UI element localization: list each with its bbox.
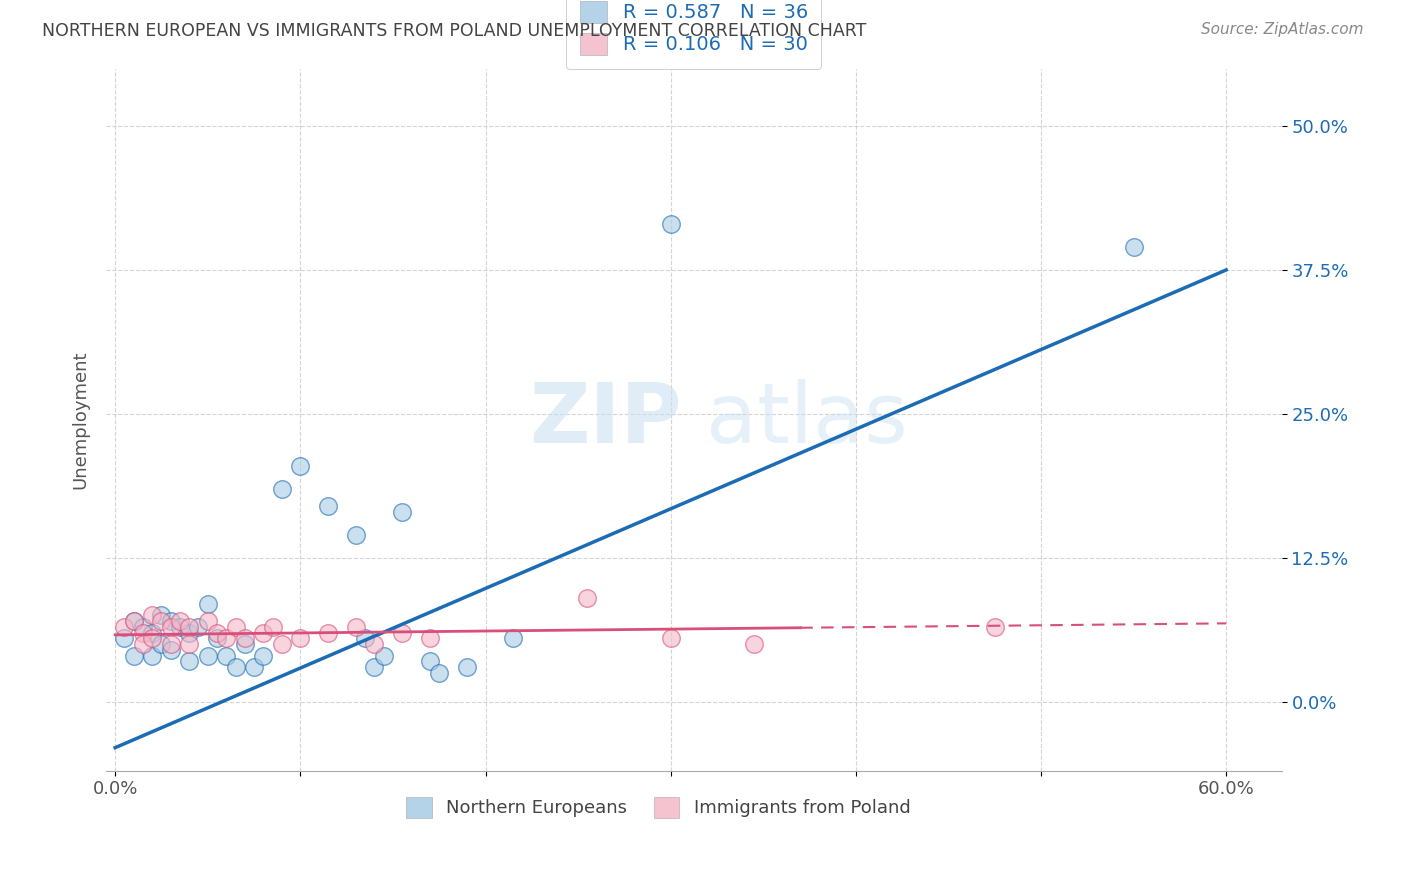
Point: [112, 632, 135, 646]
Point: [316, 499, 339, 513]
Point: [290, 458, 312, 473]
Point: [169, 620, 191, 634]
Legend: Northern Europeans, Immigrants from Poland: Northern Europeans, Immigrants from Pola…: [399, 789, 918, 825]
Point: [363, 660, 385, 674]
Point: [270, 637, 292, 651]
Point: [225, 620, 247, 634]
Point: [197, 597, 219, 611]
Text: Source: ZipAtlas.com: Source: ZipAtlas.com: [1201, 22, 1364, 37]
Point: [150, 637, 173, 651]
Point: [373, 648, 395, 663]
Point: [233, 637, 256, 651]
Point: [391, 625, 413, 640]
Point: [354, 632, 377, 646]
Point: [427, 665, 450, 680]
Point: [456, 660, 478, 674]
Point: [132, 620, 155, 634]
Point: [1122, 240, 1144, 254]
Point: [742, 637, 765, 651]
Text: atlas: atlas: [706, 379, 907, 460]
Point: [179, 637, 201, 651]
Point: [159, 614, 181, 628]
Text: NORTHERN EUROPEAN VS IMMIGRANTS FROM POLAND UNEMPLOYMENT CORRELATION CHART: NORTHERN EUROPEAN VS IMMIGRANTS FROM POL…: [42, 22, 866, 40]
Point: [576, 591, 599, 605]
Point: [983, 620, 1005, 634]
Point: [132, 625, 155, 640]
Point: [233, 632, 256, 646]
Point: [169, 614, 191, 628]
Point: [252, 648, 274, 663]
Point: [150, 614, 173, 628]
Point: [205, 632, 228, 646]
Point: [159, 637, 181, 651]
Point: [122, 614, 145, 628]
Point: [205, 625, 228, 640]
Point: [659, 217, 682, 231]
Point: [344, 620, 367, 634]
Y-axis label: Unemployment: Unemployment: [72, 351, 89, 489]
Point: [270, 482, 292, 496]
Point: [159, 620, 181, 634]
Point: [187, 620, 209, 634]
Point: [179, 654, 201, 668]
Point: [391, 505, 413, 519]
Point: [141, 608, 163, 623]
Point: [112, 620, 135, 634]
Point: [150, 608, 173, 623]
Point: [122, 614, 145, 628]
Point: [179, 620, 201, 634]
Point: [122, 648, 145, 663]
Point: [659, 632, 682, 646]
Point: [225, 660, 247, 674]
Point: [179, 625, 201, 640]
Point: [502, 632, 524, 646]
Point: [141, 648, 163, 663]
Point: [344, 527, 367, 541]
Text: ZIP: ZIP: [530, 379, 682, 460]
Point: [419, 654, 441, 668]
Point: [243, 660, 266, 674]
Point: [290, 632, 312, 646]
Point: [252, 625, 274, 640]
Point: [215, 648, 238, 663]
Point: [197, 648, 219, 663]
Point: [363, 637, 385, 651]
Point: [141, 632, 163, 646]
Point: [419, 632, 441, 646]
Point: [159, 643, 181, 657]
Point: [215, 632, 238, 646]
Point: [197, 614, 219, 628]
Point: [262, 620, 284, 634]
Point: [316, 625, 339, 640]
Point: [141, 625, 163, 640]
Point: [132, 637, 155, 651]
